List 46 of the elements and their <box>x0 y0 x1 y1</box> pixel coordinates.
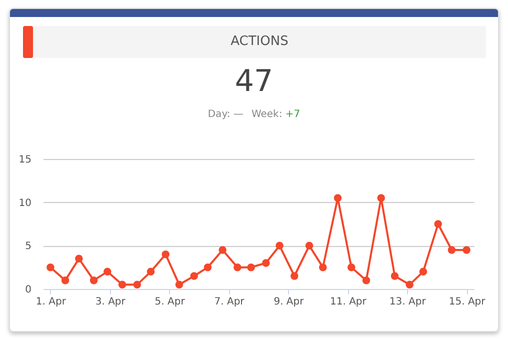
point <box>90 276 98 284</box>
point <box>406 280 414 289</box>
point <box>118 280 126 289</box>
point <box>348 263 356 272</box>
point <box>276 242 284 250</box>
point <box>448 246 456 254</box>
point <box>162 250 170 258</box>
chart-subtitle: 47 <box>234 64 274 99</box>
x-tick-label: 1. Apr <box>36 296 67 308</box>
point <box>175 280 184 289</box>
y-tick-label: 10 <box>18 198 32 209</box>
text: Week: +7 <box>251 109 300 120</box>
point <box>61 276 70 284</box>
x-tick-label: 3. Apr <box>95 296 126 308</box>
x-tick-label: 5. Apr <box>154 296 186 308</box>
point <box>462 246 470 254</box>
point <box>419 268 428 276</box>
x-tick-label: 15. Apr <box>448 296 486 308</box>
point <box>104 268 112 276</box>
y-tick-label: 0 <box>25 284 32 296</box>
x-tick-label: 13. Apr <box>389 296 427 308</box>
point <box>362 276 370 284</box>
point <box>377 194 385 202</box>
y-tick-label: 15 <box>18 154 32 166</box>
point <box>204 263 212 272</box>
point <box>234 263 242 272</box>
point <box>218 246 226 254</box>
point <box>305 242 314 250</box>
point <box>434 220 442 228</box>
point <box>290 272 298 280</box>
y-tick-label: 5 <box>25 241 32 252</box>
x-tick-label: 11. Apr <box>330 296 368 308</box>
x-tick-label: 9. Apr <box>274 296 305 308</box>
point <box>190 272 198 280</box>
point <box>334 194 342 202</box>
point <box>146 268 155 276</box>
x-tick-label: 7. Apr <box>214 296 246 308</box>
point <box>247 263 255 272</box>
point <box>75 254 83 263</box>
point <box>46 263 54 272</box>
text: Day: — <box>208 109 244 120</box>
point <box>133 280 141 289</box>
point <box>319 263 327 272</box>
point <box>262 259 270 267</box>
point <box>390 272 399 280</box>
chart-title: ACTIONS <box>230 34 290 49</box>
